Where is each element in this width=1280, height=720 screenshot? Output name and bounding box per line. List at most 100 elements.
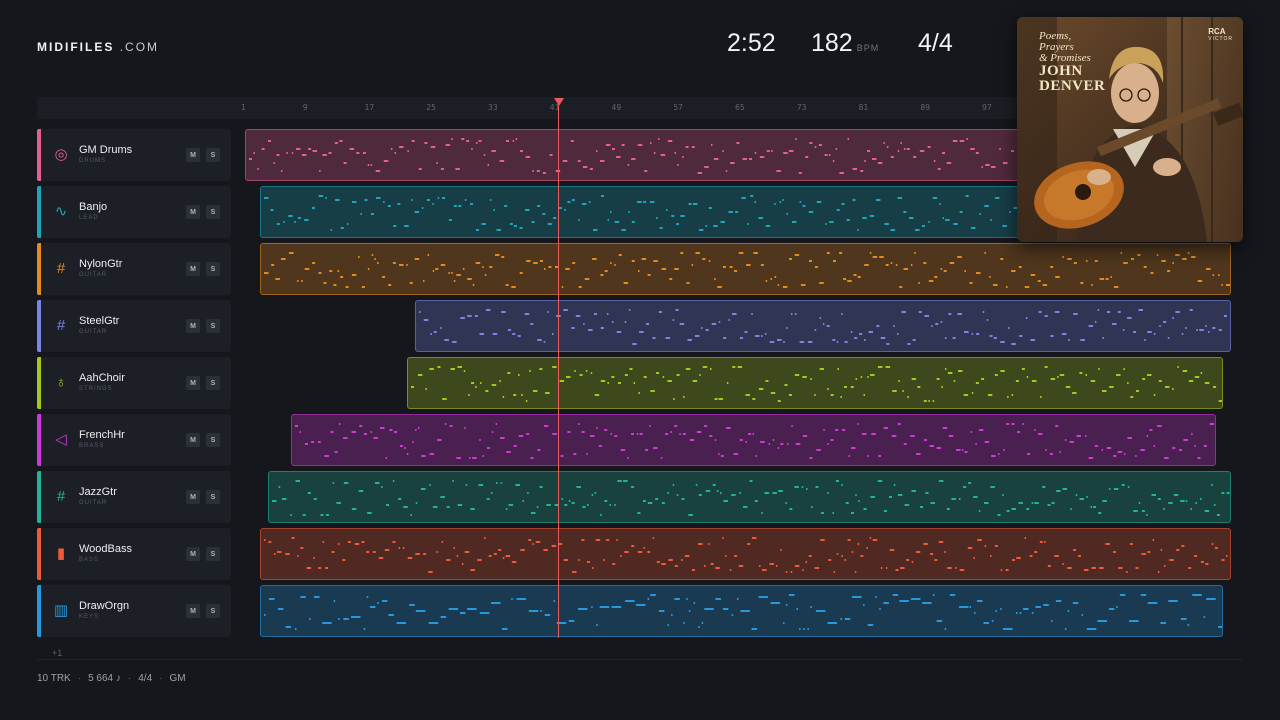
midi-note bbox=[675, 309, 679, 311]
midi-note bbox=[526, 260, 532, 262]
midi-note bbox=[404, 447, 406, 449]
midi-note bbox=[883, 602, 890, 604]
midi-clip[interactable] bbox=[407, 357, 1224, 409]
midi-note bbox=[421, 455, 426, 457]
midi-note bbox=[328, 152, 332, 154]
midi-note bbox=[616, 539, 619, 541]
guitar-fretboard-icon: # bbox=[56, 259, 66, 277]
mute-button[interactable]: M bbox=[186, 148, 200, 162]
midi-note bbox=[324, 455, 330, 457]
midi-note bbox=[1172, 447, 1176, 449]
midi-note bbox=[1136, 390, 1140, 392]
midi-note bbox=[971, 333, 973, 335]
track-header[interactable]: # JazzGtr GUITAR M S bbox=[37, 471, 231, 523]
mute-button[interactable]: M bbox=[186, 376, 200, 390]
midi-note bbox=[1011, 423, 1015, 425]
midi-note bbox=[465, 199, 467, 201]
midi-note bbox=[752, 433, 755, 435]
midi-note bbox=[711, 563, 715, 565]
midi-note bbox=[847, 539, 851, 541]
midi-note bbox=[1030, 555, 1034, 557]
midi-note bbox=[1076, 435, 1082, 437]
midi-note bbox=[990, 166, 996, 168]
midi-clip[interactable] bbox=[260, 585, 1224, 637]
solo-button[interactable]: S bbox=[206, 490, 220, 504]
timeline-ruler[interactable]: 1 9 17 25 33 41 49 57 65 73 81 89 97 bbox=[37, 97, 1242, 119]
solo-button[interactable]: S bbox=[206, 262, 220, 276]
midi-note bbox=[338, 618, 341, 620]
midi-note bbox=[458, 205, 462, 207]
midi-note bbox=[631, 545, 635, 547]
midi-note bbox=[1109, 488, 1111, 490]
midi-clip[interactable] bbox=[291, 414, 1216, 466]
midi-note bbox=[762, 569, 767, 571]
midi-note bbox=[1070, 508, 1072, 510]
midi-note bbox=[1177, 366, 1179, 368]
solo-button[interactable]: S bbox=[206, 376, 220, 390]
mute-button[interactable]: M bbox=[186, 319, 200, 333]
midi-note bbox=[890, 549, 895, 551]
midi-note bbox=[1226, 284, 1231, 286]
midi-note bbox=[1002, 225, 1008, 227]
midi-note bbox=[747, 543, 751, 545]
midi-note bbox=[278, 608, 284, 610]
midi-note bbox=[526, 433, 530, 435]
more-tracks-indicator[interactable]: +1 bbox=[52, 648, 63, 658]
midi-note bbox=[423, 319, 429, 321]
midi-clip[interactable] bbox=[414, 300, 1232, 352]
midi-note bbox=[765, 380, 769, 382]
midi-note bbox=[504, 205, 508, 207]
track-header[interactable]: ▥ DrawOrgn KEYS M S bbox=[37, 585, 231, 637]
midi-note bbox=[457, 366, 463, 368]
solo-button[interactable]: S bbox=[206, 148, 220, 162]
solo-button[interactable]: S bbox=[206, 547, 220, 561]
midi-note bbox=[826, 325, 830, 327]
midi-note bbox=[519, 150, 523, 152]
track-header[interactable]: ∿ Banjo LEAD M S bbox=[37, 186, 231, 238]
mute-button[interactable]: M bbox=[186, 490, 200, 504]
midi-clip[interactable] bbox=[268, 471, 1232, 523]
solo-button[interactable]: S bbox=[206, 433, 220, 447]
track-header[interactable]: ♁ AahChoir STRINGS M S bbox=[37, 357, 231, 409]
solo-button[interactable]: S bbox=[206, 205, 220, 219]
midi-note bbox=[629, 368, 633, 370]
midi-note bbox=[1085, 374, 1088, 376]
mute-button[interactable]: M bbox=[186, 205, 200, 219]
midi-note bbox=[971, 227, 976, 229]
midi-note bbox=[1105, 543, 1111, 545]
midi-note bbox=[835, 429, 839, 431]
mute-button[interactable]: M bbox=[186, 604, 200, 618]
midi-note bbox=[1024, 537, 1027, 539]
mute-button[interactable]: M bbox=[186, 433, 200, 447]
midi-clip[interactable] bbox=[260, 243, 1232, 295]
midi-note bbox=[1098, 368, 1100, 370]
playhead-handle[interactable] bbox=[554, 98, 564, 106]
midi-note bbox=[806, 488, 808, 490]
midi-note bbox=[1161, 549, 1163, 551]
midi-note bbox=[1150, 272, 1154, 274]
midi-note bbox=[604, 429, 608, 431]
midi-clip[interactable] bbox=[260, 528, 1232, 580]
midi-note bbox=[645, 323, 649, 325]
midi-note bbox=[1195, 502, 1198, 504]
track-header[interactable]: ◁ FrenchHr BRASS M S bbox=[37, 414, 231, 466]
solo-button[interactable]: S bbox=[206, 604, 220, 618]
track-header[interactable]: ▮ WoodBass BASS M S bbox=[37, 528, 231, 580]
midi-note bbox=[721, 455, 725, 457]
playhead[interactable] bbox=[558, 99, 559, 638]
midi-note bbox=[976, 272, 981, 274]
track-header[interactable]: ◎ GM Drums DRUMS M S bbox=[37, 129, 231, 181]
midi-note bbox=[1062, 256, 1065, 258]
midi-note bbox=[819, 282, 825, 284]
midi-note bbox=[937, 620, 943, 622]
midi-note bbox=[631, 433, 635, 435]
midi-note bbox=[873, 256, 878, 258]
midi-note bbox=[525, 209, 530, 211]
track-header[interactable]: # NylonGtr GUITAR M S bbox=[37, 243, 231, 295]
midi-note bbox=[270, 209, 274, 211]
track-header[interactable]: # SteelGtr GUITAR M S bbox=[37, 300, 231, 352]
solo-button[interactable]: S bbox=[206, 319, 220, 333]
mute-button[interactable]: M bbox=[186, 547, 200, 561]
midi-note bbox=[591, 494, 594, 496]
mute-button[interactable]: M bbox=[186, 262, 200, 276]
